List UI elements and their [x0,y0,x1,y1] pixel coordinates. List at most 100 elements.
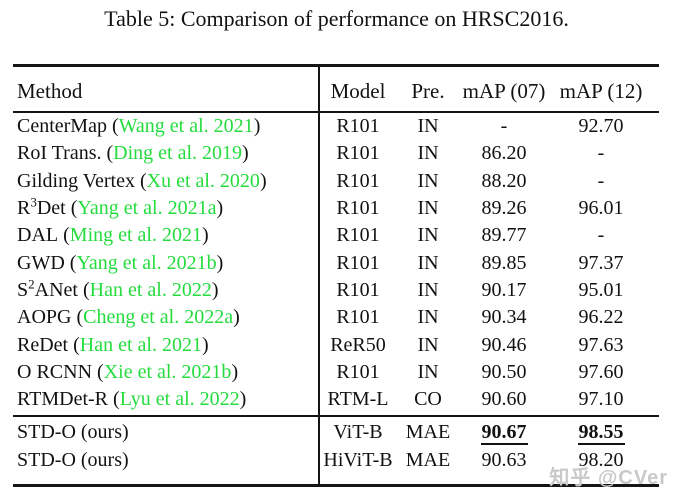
method-cell: RTMDet-R (Lyu et al. 2022) [17,388,247,411]
table-row-ours: STD-O (ours) HiViT-B MAE 90.63 98.20 [15,446,654,474]
map07-cell: 86.20 [481,142,527,165]
zhihu-cver-watermark: 知乎 @CVer [549,467,668,489]
model-cell: R101 [336,278,380,301]
map12-cell: 97.63 [578,333,624,356]
map12-cell: 92.70 [578,115,624,138]
map07-cell: 90.34 [481,306,527,329]
method-cell: S2ANet (Han et al. 2022) [17,276,219,301]
table-row: DAL (Ming et al. 2021) R101 IN 89.77 - [15,222,654,249]
method-cell: STD-O (ours) [17,420,129,443]
citation: Han et al. 2022 [89,278,212,301]
pretrain-cell: CO [414,388,442,411]
table-row: AOPG (Cheng et al. 2022a) R101 IN 90.34 9… [15,304,654,331]
map07-cell: 90.63 [481,448,527,471]
citation: Xie et al. 2021b [103,360,232,383]
best-value: 90.67 [480,420,528,445]
pretrain-cell: IN [417,115,439,138]
table-row: S2ANet (Han et al. 2022) R101 IN 90.17 95… [15,277,654,304]
map12-cell: 96.01 [578,197,624,220]
bottom-rule [13,484,659,487]
table-row: Gilding Vertex (Xu et al. 2020) R101 IN 8… [15,168,654,195]
model-cell: R101 [336,224,380,247]
method-cell: CenterMap (Wang et al. 2021) [17,115,261,138]
map07-cell: 89.26 [481,197,527,220]
map12-cell: 98.55 [548,420,654,445]
model-cell: R101 [336,142,380,165]
table-row: ReDet (Han et al. 2021) ReR50 IN 90.46 97… [15,331,654,358]
method-cell: ReDet (Han et al. 2021) [17,333,209,356]
pretrain-cell: MAE [405,448,451,471]
method-cell: R3Det (Yang et al. 2021a) [17,194,224,220]
model-cell: RTM-L [327,388,389,411]
method-cell: O RCNN (Xie et al. 2021b) [17,360,239,383]
method-cell: DAL (Ming et al. 2021) [17,224,209,247]
table-row: RoI Trans. (Ding et al. 2019) R101 IN 86.… [15,140,654,167]
map07-cell: 89.77 [481,224,527,247]
method-cell: RoI Trans. (Ding et al. 2019) [17,142,249,165]
header-pre: Pre. [411,78,445,103]
model-cell: R101 [336,169,380,192]
citation: Lyu et al. 2022 [119,388,240,411]
model-cell: R101 [336,197,380,220]
map07-cell: 90.67 [460,420,548,445]
map07-cell: 90.50 [481,360,527,383]
model-cell: R101 [336,115,380,138]
pretrain-cell: IN [417,224,439,247]
method-cell: AOPG (Cheng et al. 2022a) [17,306,240,329]
map12-cell: 96.22 [578,306,624,329]
method-cell: STD-O (ours) [17,448,129,471]
method-cell: GWD (Yang et al. 2021b) [17,251,224,274]
citation: Wang et al. 2021 [118,115,254,138]
method-cell: Gilding Vertex (Xu et al. 2020) [17,169,267,192]
model-cell: ReR50 [330,333,386,356]
citation: Han et al. 2021 [79,333,202,356]
map12-cell: 97.10 [578,388,624,411]
citation: Yang et al. 2021b [76,251,217,274]
ours-section: STD-O (ours) ViT-B MAE 90.67 98.55 STD-O… [15,418,654,474]
column-separator-rule [318,67,320,484]
pretrain-cell: IN [417,278,439,301]
pretrain-cell: MAE [405,420,451,443]
map12-cell: - [597,224,605,247]
model-cell: R101 [336,360,380,383]
table-row: R3Det (Yang et al. 2021a) R101 IN 89.26 9… [15,195,654,222]
pretrain-cell: IN [417,197,439,220]
model-cell: R101 [336,251,380,274]
header-method: Method [17,78,83,103]
table-row-ours: STD-O (ours) ViT-B MAE 90.67 98.55 [15,418,654,446]
pretrain-cell: IN [417,251,439,274]
model-cell: HiViT-B [323,448,393,471]
map12-cell: 97.37 [578,251,624,274]
map07-cell: 90.60 [481,388,527,411]
map07-cell: 89.85 [481,251,527,274]
ours-section-rule [13,415,659,417]
map12-cell: 95.01 [578,278,624,301]
header-model: Model [330,78,386,103]
header-map12: mAP (12) [559,78,643,103]
table-row: O RCNN (Xie et al. 2021b) R101 IN 90.50 9… [15,359,654,386]
table-row: GWD (Yang et al. 2021b) R101 IN 89.85 97.… [15,249,654,276]
map07-cell: 90.46 [481,333,527,356]
model-cell: ViT-B [333,420,383,443]
map12-cell: 97.60 [578,360,624,383]
table-body: CenterMap (Wang et al. 2021) R101 IN - 92… [15,113,654,413]
map12-cell: - [597,142,605,165]
map12-cell: - [597,169,605,192]
table-caption: Table 5: Comparison of performance on HR… [104,6,569,31]
table-row: RTMDet-R (Lyu et al. 2022) RTM-L CO 90.60… [15,386,654,413]
header-map07: mAP (07) [462,78,546,103]
citation: Ding et al. 2019 [113,142,243,165]
pretrain-cell: IN [417,360,439,383]
pretrain-cell: IN [417,169,439,192]
best-value: 98.55 [577,420,625,445]
header-rule [13,111,659,113]
table-header-row: Method Model Pre. mAP (07) mAP (12) [15,73,654,109]
pretrain-cell: IN [417,333,439,356]
citation: Ming et al. 2021 [69,224,202,247]
citation: Cheng et al. 2022a [83,306,234,329]
map07-cell: 88.20 [481,169,527,192]
map07-cell: - [500,115,508,138]
pretrain-cell: IN [417,142,439,165]
table-row: CenterMap (Wang et al. 2021) R101 IN - 92… [15,113,654,140]
